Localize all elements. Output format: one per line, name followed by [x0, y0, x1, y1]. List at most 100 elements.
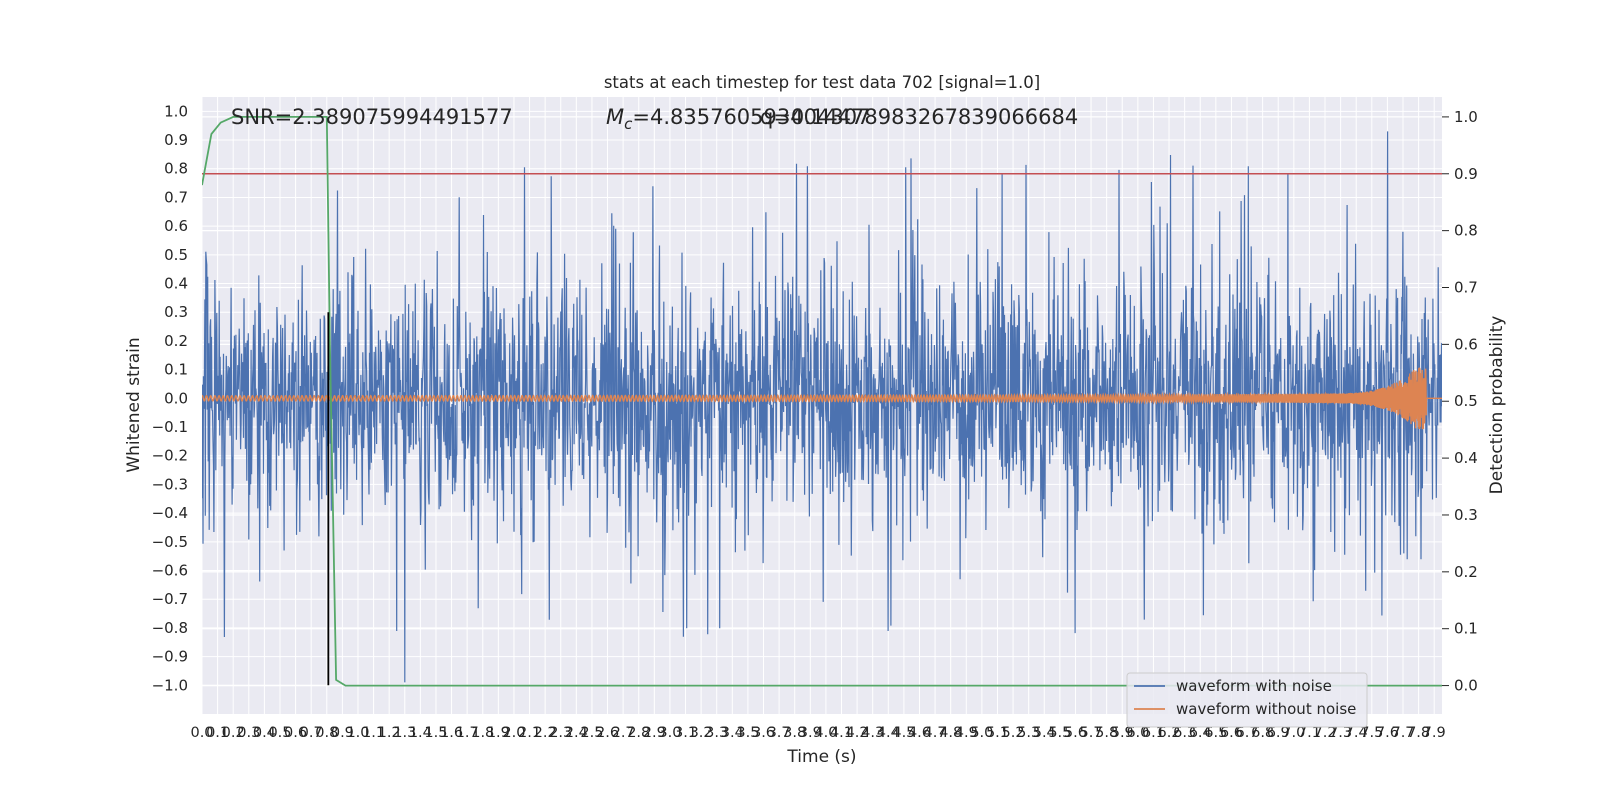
x-tick-label: 1.3: [393, 725, 416, 741]
y-right-tick-label: 0.7: [1454, 279, 1478, 297]
mc-value: =4.835760593404307: [632, 105, 870, 129]
x-tick-label: 1.6: [440, 725, 463, 741]
x-tick-label: 4.4: [877, 725, 900, 741]
legend-label-with-noise: waveform with noise: [1176, 677, 1332, 695]
x-tick-label: 5.0: [970, 725, 993, 741]
legend: waveform with noise waveform without noi…: [1126, 672, 1368, 728]
y-tick-label: 0.9: [164, 131, 188, 149]
x-tick-label: 7.4: [1345, 725, 1368, 741]
x-tick-label: 3.8: [783, 725, 806, 741]
x-tick-label: 4.3: [861, 725, 884, 741]
legend-box: [1126, 672, 1368, 728]
x-tick-label: 5.3: [1017, 725, 1040, 741]
y-right-tick-label: 0.8: [1454, 222, 1478, 240]
x-tick-label: 7.2: [1313, 725, 1336, 741]
x-tick-label: 4.9: [955, 725, 978, 741]
x-tick-label: 0.5: [268, 725, 291, 741]
y-tick-label: −0.8: [152, 619, 188, 637]
y-tick-label: −0.6: [152, 562, 188, 580]
x-tick-label: 1.5: [424, 725, 447, 741]
x-tick-label: 0.9: [331, 725, 354, 741]
y-right-tick-label: 0.1: [1454, 620, 1478, 638]
x-tick-label: 3.5: [736, 725, 759, 741]
x-tick-label: 2.9: [643, 725, 666, 741]
y-right-tick-label: 0.3: [1454, 506, 1478, 524]
y-tick-label: −1.0: [152, 676, 188, 694]
y-right-tick-label: 0.0: [1454, 677, 1478, 695]
x-tick-label: 0.8: [315, 725, 338, 741]
x-tick-label: 3.6: [752, 725, 775, 741]
y-tick-label: −0.7: [152, 590, 188, 608]
x-tick-label: 2.5: [580, 725, 603, 741]
x-tick-label: 7.5: [1360, 725, 1383, 741]
y-tick-label: 0.4: [164, 275, 188, 293]
x-tick-label: 3.0: [658, 725, 681, 741]
detection-probability-line: [202, 116, 1442, 687]
x-tick-label: 0.4: [253, 725, 276, 741]
x-tick-label: 6.0: [1126, 725, 1149, 741]
x-tick-label: 0.1: [206, 725, 229, 741]
x-tick-label: 2.7: [612, 725, 635, 741]
x-tick-label: 1.1: [362, 725, 385, 741]
x-tick-label: 1.4: [409, 725, 432, 741]
y-right-tick-label: 0.9: [1454, 165, 1478, 183]
x-tick-label: 3.7: [768, 725, 791, 741]
x-tick-label: 5.2: [1002, 725, 1025, 741]
x-tick-label: 0.2: [222, 725, 245, 741]
x-tick-label: 0.7: [300, 725, 323, 741]
y-tick-label: −0.3: [152, 475, 188, 493]
x-tick-label: 4.0: [814, 725, 837, 741]
x-tick-label: 2.1: [518, 725, 541, 741]
x-tick-label: 2.4: [565, 725, 588, 741]
y-right-tick-label: 0.6: [1454, 335, 1478, 353]
x-tick-label: 7.8: [1407, 725, 1430, 741]
y-axis-right-label: Detection probability: [1487, 316, 1507, 495]
snr-annotation: SNR=2.389075994491577: [231, 105, 513, 129]
x-tick-label: 1.8: [471, 725, 494, 741]
x-tick-label: 2.0: [502, 725, 525, 741]
y-tick-label: 1.0: [164, 102, 188, 120]
y-tick-label: 0.2: [164, 332, 188, 350]
x-tick-label: 5.5: [1048, 725, 1071, 741]
x-tick-label: 4.7: [924, 725, 947, 741]
x-tick-label: 7.0: [1282, 725, 1305, 741]
y-tick-label: 0.1: [164, 361, 188, 379]
x-tick-label: 6.4: [1189, 725, 1212, 741]
x-tick-label: 2.2: [534, 725, 557, 741]
x-tick-label: 7.6: [1376, 725, 1399, 741]
x-tick-label: 5.6: [1064, 725, 1087, 741]
x-tick-label: 7.1: [1298, 725, 1321, 741]
x-tick-label: 7.7: [1391, 725, 1414, 741]
x-tick-label: 4.1: [830, 725, 853, 741]
x-tick-label: 2.3: [549, 725, 572, 741]
x-tick-label: 4.5: [892, 725, 915, 741]
x-tick-label: 6.5: [1204, 725, 1227, 741]
x-tick-label: 4.2: [846, 725, 869, 741]
mc-subscript: c: [624, 115, 633, 133]
y-tick-label: 0.7: [164, 188, 188, 206]
x-tick-label: 1.7: [456, 725, 479, 741]
x-tick-label: 6.1: [1142, 725, 1165, 741]
x-tick-label: 4.8: [939, 725, 962, 741]
x-tick-label: 0.0: [190, 725, 213, 741]
y-tick-label: 0.8: [164, 160, 188, 178]
x-tick-label: 5.9: [1111, 725, 1134, 741]
x-tick-label: 1.0: [346, 725, 369, 741]
x-tick-label: 6.8: [1251, 725, 1274, 741]
x-tick-label: 6.7: [1236, 725, 1259, 741]
x-axis-ticks: 0.00.10.20.30.40.50.60.70.80.91.01.11.21…: [190, 725, 1445, 741]
y-tick-label: −0.4: [152, 504, 188, 522]
x-tick-label: 3.1: [674, 725, 697, 741]
y-tick-label: −0.5: [152, 533, 188, 551]
x-tick-label: 5.1: [986, 725, 1009, 741]
x-tick-label: 7.9: [1423, 725, 1446, 741]
x-tick-label: 6.3: [1173, 725, 1196, 741]
x-tick-label: 2.6: [596, 725, 619, 741]
x-tick-label: 7.3: [1329, 725, 1352, 741]
y-right-tick-label: 0.5: [1454, 392, 1478, 410]
x-tick-label: 0.6: [284, 725, 307, 741]
legend-label-without-noise: waveform without noise: [1176, 700, 1356, 718]
x-tick-label: 6.6: [1220, 725, 1243, 741]
x-tick-label: 0.3: [237, 725, 260, 741]
